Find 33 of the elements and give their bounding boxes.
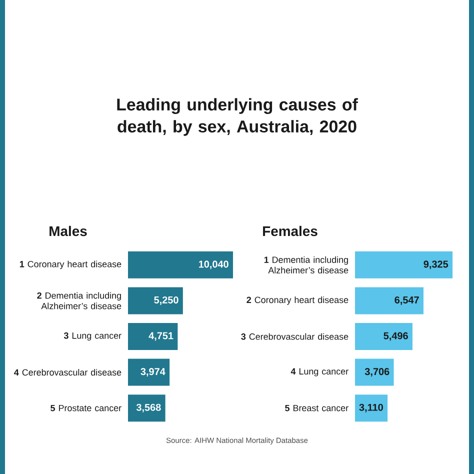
bar [128, 394, 166, 422]
bar [128, 251, 234, 278]
y-tick-label: 5 Breast cancer [285, 404, 348, 412]
bar [355, 322, 412, 350]
data-label: 5,496 [384, 332, 408, 341]
y-tick-label: 3 Lung cancer [64, 332, 122, 341]
data-label: 3,110 [359, 404, 383, 412]
y-tick-label: 1 Coronary heart disease [20, 260, 122, 270]
y-tick-label: 2 Dementia including Alzheimer’s disease [37, 292, 122, 310]
bar [355, 358, 394, 386]
data-label: 5,250 [154, 296, 178, 305]
chart-title: Leading underlying causes of death, by sex, Australia, 2020 [117, 98, 358, 136]
data-label: 3,568 [136, 404, 161, 412]
bar [355, 251, 453, 278]
bar [128, 358, 170, 386]
data-label: 6,547 [394, 296, 419, 305]
chart-subtitle: Females [263, 226, 318, 236]
chart-subtitle: Males [50, 226, 87, 236]
data-label: 3,974 [140, 368, 166, 377]
data-label: 10,040 [198, 260, 228, 270]
y-tick-label: 4 Lung cancer [290, 368, 348, 376]
y-tick-label: 4 Cerebrovascular disease [14, 369, 122, 376]
y-tick-label: 5 Prostate cancer [50, 404, 122, 412]
y-tick-label: 1 Dementia including Alzheimer’s disease [264, 256, 348, 274]
y-tick-label: 2 Coronary heart disease [246, 296, 348, 305]
bar [128, 322, 178, 350]
data-label: 4,751 [148, 332, 174, 341]
bar [355, 287, 424, 314]
bar [355, 394, 388, 422]
data-label: 3,706 [364, 368, 390, 377]
bar [128, 287, 183, 314]
y-tick-label: 3 Cerebrovascular disease [241, 333, 348, 340]
data-label: 9,325 [424, 260, 448, 270]
